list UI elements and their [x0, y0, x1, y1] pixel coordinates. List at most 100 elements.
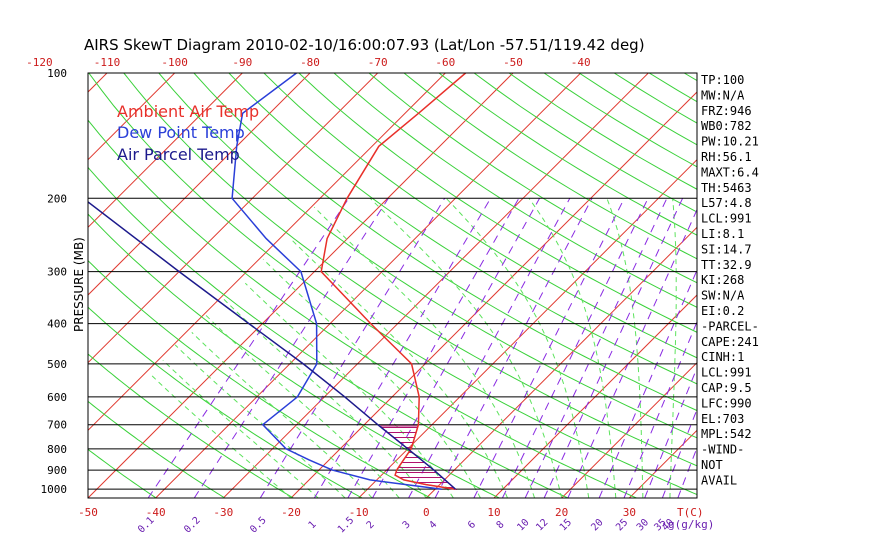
pressure-tick-label: 100 [47, 67, 67, 80]
mixing-ratio-tick-label: 0.2 [182, 515, 203, 536]
mixing-ratio-tick-label: 25 [614, 517, 630, 533]
isotherm-line [155, 73, 582, 498]
moist-adiabat-line [191, 332, 373, 498]
dry-adiabat-line [88, 166, 569, 498]
mixing-ratio-tick-label: 8 [495, 519, 507, 531]
bottom-temperature-tick-label: 0 [423, 506, 430, 519]
bottom-temperature-tick-label: -40 [146, 506, 166, 519]
index-entry: MPL:542 [701, 427, 752, 441]
mixing-ratio-tick-label: 3 [401, 519, 413, 531]
pressure-tick-label: 800 [47, 443, 67, 456]
isotherm-line [358, 158, 697, 498]
dry-adiabat-line [403, 73, 697, 260]
index-entry: -PARCEL- [701, 319, 759, 333]
mixing-ratio-line [347, 198, 520, 498]
mixing-ratio-tick-label: 0.5 [248, 515, 269, 536]
index-entry: RH:56.1 [701, 150, 752, 164]
mixing-ratio-line [567, 208, 697, 498]
dry-adiabat-line [158, 73, 697, 439]
ambient-air-temp-line [320, 73, 467, 490]
bottom-temperature-tick-label: 20 [555, 506, 568, 519]
mixing-ratio-line [313, 198, 491, 498]
top-temperature-tick-label: -60 [435, 56, 455, 69]
isotherm-line [88, 73, 243, 229]
bottom-temperature-tick-labels: -50 -40 -30 -20 -10 0 10 20 30 [78, 506, 636, 519]
moist-adiabat-line [174, 344, 346, 498]
dry-adiabat-line [88, 306, 363, 498]
index-entry: AVAIL [701, 473, 737, 487]
bottom-temperature-tick-label: 30 [623, 506, 636, 519]
moist-adiabat-line [290, 238, 508, 498]
series-layer [88, 73, 467, 490]
pressure-tick-label: 700 [47, 419, 67, 432]
bottom-temperature-tick-label: -20 [281, 506, 301, 519]
pressure-tick-label: 300 [47, 266, 67, 279]
moist-adiabat-line [204, 313, 400, 498]
mixing-ratio-tick-label: 20 [589, 517, 605, 533]
top-temperature-tick-label: -70 [368, 56, 388, 69]
index-entry: TP:100 [701, 73, 744, 87]
mixing-ratio-tick-label: 10 [515, 517, 531, 533]
isotherm-line [425, 226, 697, 498]
isotherm-line [493, 294, 697, 498]
index-entry: -WIND- [701, 443, 744, 457]
mixing-ratio-line [147, 198, 350, 498]
index-entry: LCL:991 [701, 212, 752, 226]
index-entry: TH:5463 [701, 181, 752, 195]
mixing-ratio-tick-label: 15 [558, 517, 574, 533]
mixing-ratio-tick-label: 30 [635, 517, 651, 533]
pressure-tick-label: 500 [47, 358, 67, 371]
top-temperature-tick-label: -80 [300, 56, 320, 69]
top-temperature-tick-label: -50 [503, 56, 523, 69]
dry-adiabat-line [88, 353, 294, 498]
isotherm-line [0, 73, 39, 498]
index-entry: LI:8.1 [701, 227, 744, 241]
moist-adiabat-line [369, 197, 563, 498]
mixing-ratio-line [259, 198, 446, 498]
index-entry: FRZ:946 [701, 104, 752, 118]
dry-adiabat-line [754, 73, 870, 498]
mixing-ratio-tick-label: 1 [307, 519, 319, 531]
legend-air-parcel-temp: Air Parcel Temp [117, 145, 240, 164]
index-entry: CAPE:241 [701, 335, 759, 349]
bottom-temperature-tick-label: 10 [487, 506, 500, 519]
legend-dew-point-temp: Dew Point Temp [117, 123, 245, 142]
dry-adiabat-line [824, 73, 870, 498]
isotherm-line [88, 73, 514, 498]
mixing-ratio-line [434, 198, 593, 498]
plot-frame [87, 72, 698, 499]
index-entry: MW:N/A [701, 88, 745, 102]
dew-point-temp-line [231, 73, 442, 490]
dry-adiabat-line [789, 73, 870, 498]
isotherm-line [88, 73, 108, 93]
index-entry: KI:268 [701, 273, 744, 287]
isotherm-line [561, 361, 697, 498]
pressure-tick-label: 1000 [41, 483, 68, 496]
pressure-tick-label: 900 [47, 464, 67, 477]
y-axis-label: PRESSURE (MB) [72, 237, 86, 332]
dry-adiabat-line [298, 73, 697, 333]
x-axis-unit-label: T(C) [677, 506, 704, 519]
index-entry: SW:N/A [701, 289, 745, 303]
dry-adiabat-line [263, 73, 697, 359]
mixing-ratio-line [408, 198, 571, 498]
dry-adiabat-line [368, 73, 697, 284]
moist-adiabat-line [669, 198, 677, 498]
mixing-ratio-tick-label: 4 [427, 519, 439, 531]
dry-adiabat-line [88, 448, 157, 498]
top-temperature-tick-label: -40 [571, 56, 591, 69]
index-entry: LCL:991 [701, 366, 752, 380]
isotherm-line [88, 73, 446, 432]
isotherm-line [88, 73, 379, 364]
mixing-ratio-line [372, 198, 541, 498]
mixing-ratio-tick-label: 12 [534, 517, 550, 533]
moist-adiabat-line [162, 359, 319, 498]
dry-adiabat-line [123, 73, 697, 467]
mixing-ratio-tick-label: 2 [365, 519, 377, 531]
isotherm-line [88, 73, 176, 161]
isotherm-line [222, 73, 649, 498]
top-temperature-tick-label: -110 [94, 56, 121, 69]
index-entry: EI:0.2 [701, 304, 744, 318]
